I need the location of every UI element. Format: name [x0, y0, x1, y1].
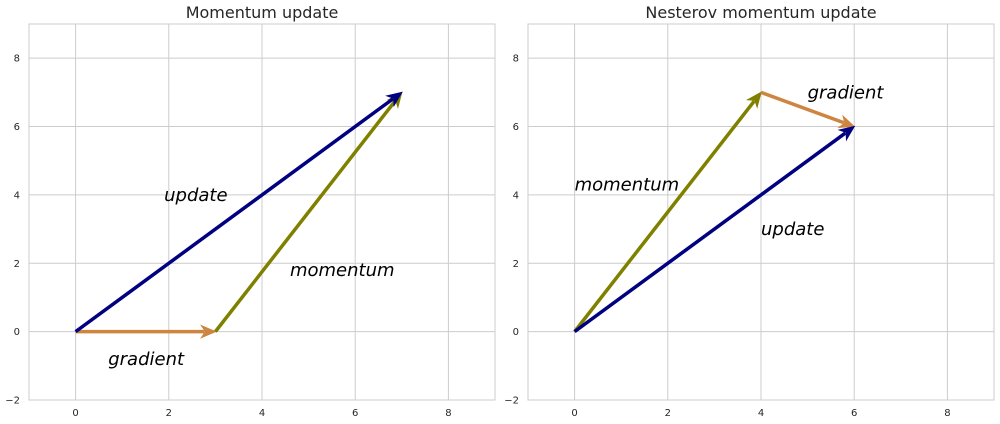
- y-tick-label: −2: [504, 396, 519, 407]
- annotation-momentum: momentum: [290, 260, 395, 281]
- x-tick-label: 2: [166, 408, 172, 419]
- gradient-arrow-head: [200, 324, 217, 339]
- gradient-arrow: [760, 90, 856, 128]
- momentum-arrow-shaft: [573, 99, 756, 333]
- momentum-arrow-head: [745, 91, 762, 109]
- x-tick-label: 0: [571, 408, 577, 419]
- y-tick-label: 6: [14, 122, 20, 133]
- update-arrow-shaft: [74, 97, 394, 334]
- y-tick-label: 4: [14, 190, 20, 201]
- plot-frame: [28, 23, 496, 401]
- chart-title: Nesterov momentum update: [645, 3, 876, 22]
- momentum-arrow: [573, 91, 762, 333]
- update-arrow: [74, 91, 403, 334]
- y-tick-label: −2: [5, 396, 20, 407]
- x-tick-label: 6: [352, 408, 358, 419]
- y-tick-label: 6: [513, 122, 519, 133]
- update-arrow-shaft: [573, 131, 847, 334]
- x-tick-label: 4: [758, 408, 764, 419]
- x-tick-label: 4: [259, 408, 265, 419]
- y-tick-label: 2: [513, 259, 519, 270]
- gradient-arrow-head: [837, 114, 856, 128]
- plot-frame: [527, 23, 995, 401]
- update-arrow-head: [837, 125, 856, 142]
- annotation-gradient: gradient: [808, 82, 885, 103]
- y-tick-label: 8: [513, 54, 519, 65]
- y-tick-label: 0: [513, 327, 519, 338]
- y-tick-label: 2: [14, 259, 20, 270]
- x-tick-label: 6: [851, 408, 857, 419]
- chart-panel-2: 0 2 4 6 8 −2 0 2 4 6 8 Nesterov momentum update mome…: [504, 3, 995, 419]
- annotation-gradient: gradient: [108, 349, 185, 370]
- momentum-arrow: [214, 91, 403, 333]
- x-tick-label: 0: [72, 408, 78, 419]
- annotation-update: update: [164, 185, 227, 206]
- update-arrow-head: [385, 91, 403, 108]
- gradient-arrow-shaft: [760, 90, 845, 125]
- gradient-arrow: [75, 324, 217, 339]
- y-tick-label: 8: [14, 54, 20, 65]
- annotation-momentum: momentum: [575, 175, 680, 196]
- x-tick-label: 2: [665, 408, 671, 419]
- x-tick-label: 8: [445, 408, 451, 419]
- y-tick-label: 0: [14, 327, 20, 338]
- grid: [528, 24, 994, 401]
- grid: [29, 24, 495, 401]
- annotation-update: update: [761, 219, 824, 240]
- chart-panel-1: 0 2 4 6 8 −2 0 2 4 6 8 Momentum update update momentu…: [5, 3, 496, 419]
- y-tick-label: 4: [513, 190, 519, 201]
- x-tick-label: 8: [944, 408, 950, 419]
- chart-title: Momentum update: [186, 3, 339, 22]
- momentum-arrow-shaft: [214, 99, 397, 333]
- update-arrow: [573, 125, 856, 334]
